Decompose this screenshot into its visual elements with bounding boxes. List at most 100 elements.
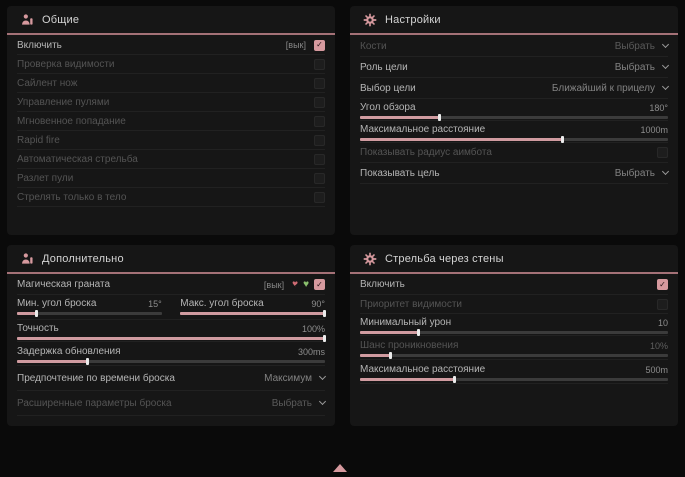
slider-handle[interactable] (388, 352, 392, 359)
slider-value: 180° (649, 102, 668, 113)
setting-label: Включить (360, 279, 405, 290)
hotkey-bind-label[interactable]: [вык] (285, 40, 306, 50)
setting-label: Выбор цели (360, 82, 416, 94)
slider-handle[interactable] (323, 310, 326, 317)
slider-fill (17, 310, 39, 317)
slider-track[interactable] (360, 376, 668, 383)
panel-title: Дополнительно (42, 252, 124, 265)
slider-handle[interactable] (35, 310, 39, 317)
toggle-row-enable: Включить [вык] (17, 36, 325, 55)
panel-title: Настройки (385, 13, 441, 26)
setting-label: Точность (17, 323, 59, 334)
slider-fill (360, 352, 392, 359)
slider-row-accuracy: Точность 100% (17, 320, 326, 342)
slider-row-max-distance: Максимальное расстояние 500m (360, 360, 668, 384)
heart-off-icon[interactable]: ♥ (292, 278, 299, 290)
dropdown-value: Выбрать (271, 397, 312, 409)
person-icon (22, 13, 33, 25)
setting-label: Задержка обновления (17, 346, 121, 357)
setting-label: Мин. угол броска (17, 298, 97, 309)
slider-row-min-damage: Минимальный урон 10 (360, 314, 668, 336)
slider-row-max-distance: Максимальное расстояние 1000m (360, 121, 668, 143)
slider-handle[interactable] (561, 136, 565, 143)
slider-value: 90° (311, 298, 325, 309)
slider-min-throw-angle: Мин. угол броска 15° (17, 298, 162, 319)
slider-value: 10% (649, 340, 668, 351)
setting-label: Разлет пули (17, 172, 74, 184)
slider-track[interactable] (17, 335, 326, 342)
slider-handle[interactable] (453, 376, 457, 383)
heart-on-icon[interactable]: ♥ (303, 278, 309, 290)
checkbox[interactable] (314, 96, 325, 108)
checkbox[interactable] (314, 172, 325, 184)
checkbox[interactable] (314, 77, 325, 89)
checkbox[interactable] (657, 279, 668, 290)
setting-label: Минимальный урон (360, 317, 452, 328)
slider-handle[interactable] (85, 358, 89, 365)
slider-track[interactable] (360, 329, 668, 336)
toggle-row-magic-grenade: Магическая граната [вык] ♥ ♥ (17, 275, 325, 295)
panel-settings-header: Настройки (350, 6, 678, 35)
checkbox[interactable] (314, 153, 325, 165)
setting-label: Расширенные параметры броска (17, 397, 172, 409)
slider-track[interactable] (17, 358, 325, 365)
slider-fill (360, 136, 565, 143)
slider-max-throw-angle: Макс. угол броска 90° (180, 298, 326, 319)
slider-fill (360, 376, 457, 383)
chevron-down-icon (661, 167, 670, 176)
dropdown[interactable]: Выбрать (614, 167, 670, 179)
setting-label: Макс. угол броска (180, 298, 264, 309)
dropdown[interactable]: Максимум (264, 373, 327, 384)
checkbox[interactable] (314, 58, 325, 70)
setting-label: Показывать цель (360, 167, 440, 179)
setting-label: Мгновенное попадание (17, 115, 126, 127)
slider-value: 500m (645, 364, 668, 375)
gear-icon (363, 13, 377, 26)
setting-label: Роль цели (360, 61, 408, 73)
setting-label: Предпочтение по времени броска (17, 372, 175, 384)
setting-label: Сайлент нож (17, 77, 78, 89)
panel-additional-header: Дополнительно (7, 245, 335, 274)
checkbox[interactable] (314, 39, 325, 51)
checkbox[interactable] (657, 298, 668, 310)
slider-track[interactable] (360, 352, 668, 359)
slider-track[interactable] (360, 114, 668, 121)
checkbox[interactable] (314, 115, 325, 127)
slider-handle[interactable] (323, 335, 326, 342)
scroll-up-indicator-icon[interactable] (333, 464, 347, 472)
slider-row-penetration-chance: Шанс проникновения 10% (360, 336, 668, 360)
panel-general: Общие Включить [вык] Проверка видимости … (7, 6, 335, 235)
slider-fill (17, 358, 89, 365)
dropdown[interactable]: Выбрать (615, 62, 670, 73)
setting-label: Проверка видимости (17, 58, 115, 70)
slider-track[interactable] (180, 310, 326, 317)
panel-general-header: Общие (7, 6, 335, 35)
checkbox[interactable] (314, 191, 325, 203)
dropdown[interactable]: Выбрать (614, 40, 670, 52)
toggle-row-instant-hit: Мгновенное попадание (17, 112, 325, 131)
slider-value: 100% (301, 323, 325, 334)
slider-handle[interactable] (438, 114, 442, 121)
chevron-down-icon (661, 82, 670, 91)
slider-handle[interactable] (416, 329, 420, 336)
checkbox[interactable] (314, 134, 325, 146)
toggle-row-show-aimbot-radius: Показывать радиус аимбота (360, 143, 668, 163)
hotkey-bind-label[interactable]: [вык] (263, 279, 285, 290)
dropdown[interactable]: Ближайший к прицелу (551, 82, 670, 94)
dropdown[interactable]: Выбрать (271, 397, 327, 409)
slider-track[interactable] (360, 136, 668, 143)
dropdown-row-advanced-throw-params: Расширенные параметры броска Выбрать (17, 391, 327, 416)
setting-label: Включить (17, 39, 62, 51)
slider-value: 10 (657, 317, 668, 328)
toggle-row-bullet-control: Управление пулями (17, 93, 325, 112)
checkbox[interactable] (657, 147, 668, 158)
slider-value: 300ms (297, 346, 325, 357)
slider-track[interactable] (17, 310, 162, 317)
slider-row-throw-angles: Мин. угол броска 15° Макс. угол броска 9… (17, 295, 326, 320)
dropdown-value: Ближайший к прицелу (551, 82, 655, 94)
setting-label: Показывать радиус аимбота (360, 147, 492, 158)
dropdown-value: Выбрать (614, 40, 655, 52)
dropdown-value: Выбрать (614, 167, 655, 179)
panel-walls: Стрельба через стены Включить Приоритет … (350, 245, 678, 426)
checkbox[interactable] (314, 279, 325, 290)
